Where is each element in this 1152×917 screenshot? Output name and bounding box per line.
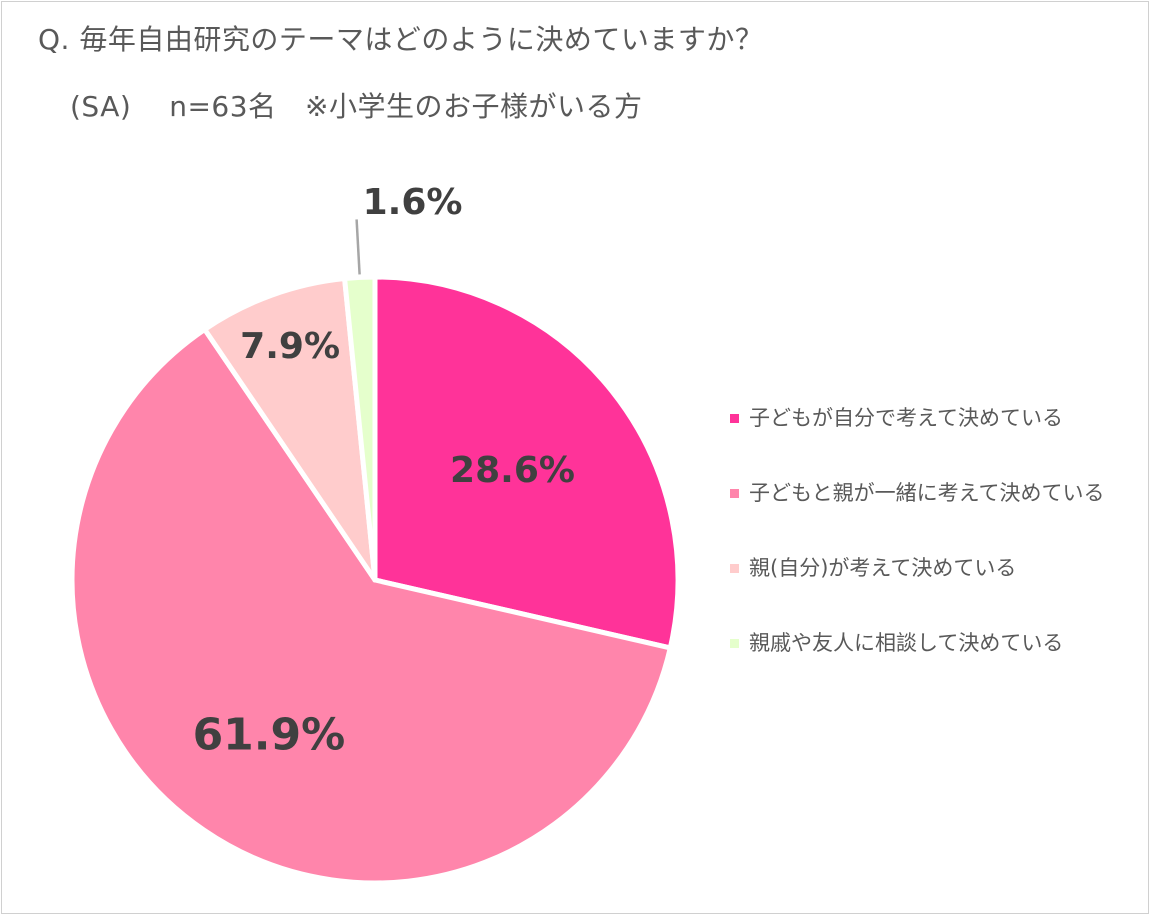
chart-subtitle: (SA) n=63名 ※小学生のお子様がいる方	[70, 90, 643, 123]
data-label-child-self: 28.6%	[450, 450, 575, 491]
legend-label: 親(自分)が考えて決めている	[749, 556, 1017, 580]
pie-data-labels: 28.6% 61.9% 7.9% 1.6%	[193, 182, 575, 761]
pie-slice-relatives-friends	[342, 274, 378, 583]
data-label-relatives-friends: 1.6%	[363, 182, 463, 223]
legend-swatch	[730, 639, 739, 648]
data-label-child-and-parent: 61.9%	[193, 710, 346, 761]
legend-swatch	[730, 414, 739, 423]
pie-slice-child-and-parent	[69, 326, 673, 886]
data-label-parent-self: 7.9%	[240, 326, 340, 367]
legend-label: 子どもと親が一緒に考えて決めている	[749, 481, 1105, 505]
leader-line-relatives-friends	[355, 219, 361, 275]
chart-title: Q. 毎年自由研究のテーマはどのように決めていますか？	[38, 23, 764, 56]
legend-label: 親戚や友人に相談して決めている	[749, 631, 1064, 655]
legend-swatch	[730, 564, 739, 573]
pie-slice-child-self	[372, 274, 681, 651]
pie-slice-parent-self	[202, 276, 378, 583]
pie-slices	[69, 274, 681, 886]
legend-label: 子どもが自分で考えて決めている	[749, 406, 1063, 430]
legend-swatch	[730, 489, 739, 498]
